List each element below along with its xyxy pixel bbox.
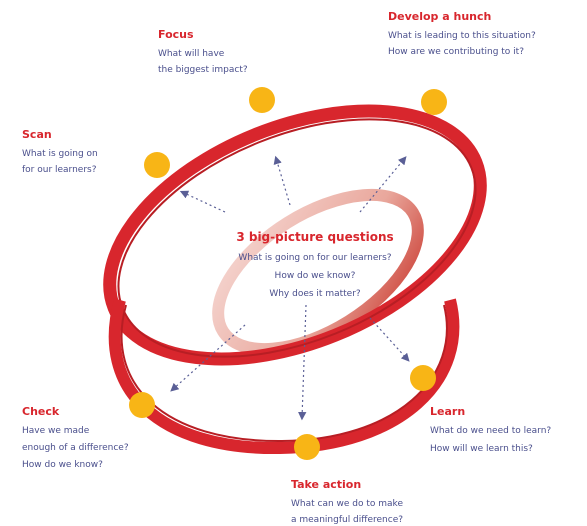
node-title: Learn <box>430 405 465 418</box>
node-question: What is going on <box>22 149 98 159</box>
center-question: What is going on for our learners? <box>238 253 391 263</box>
node-question: How are we contributing to it? <box>388 47 524 57</box>
node-question: What will have <box>158 49 225 59</box>
spiral-diagram: Focus What will have the biggest impact? De… <box>0 0 587 526</box>
node-question: a meaningful difference? <box>291 515 403 525</box>
center-question: Why does it matter? <box>269 289 361 299</box>
node-title: Scan <box>22 128 52 141</box>
node-question: What is leading to this situation? <box>388 31 536 41</box>
center-title: 3 big-picture questions <box>236 230 393 244</box>
node-question: for our learners? <box>22 165 97 175</box>
node-question: How do we know? <box>22 460 103 470</box>
node-question: the biggest impact? <box>158 65 248 75</box>
node-question: How will we learn this? <box>430 444 533 454</box>
node-question: What can we do to make <box>291 499 403 509</box>
node-question: Have we made <box>22 426 90 436</box>
node-title: Check <box>22 405 60 418</box>
node-question: enough of a difference? <box>22 443 129 453</box>
node-title: Develop a hunch <box>388 10 491 23</box>
center-question: How do we know? <box>275 271 356 281</box>
node-question: What do we need to learn? <box>430 426 551 436</box>
node-title: Take action <box>291 478 361 491</box>
node-title: Focus <box>158 28 194 41</box>
